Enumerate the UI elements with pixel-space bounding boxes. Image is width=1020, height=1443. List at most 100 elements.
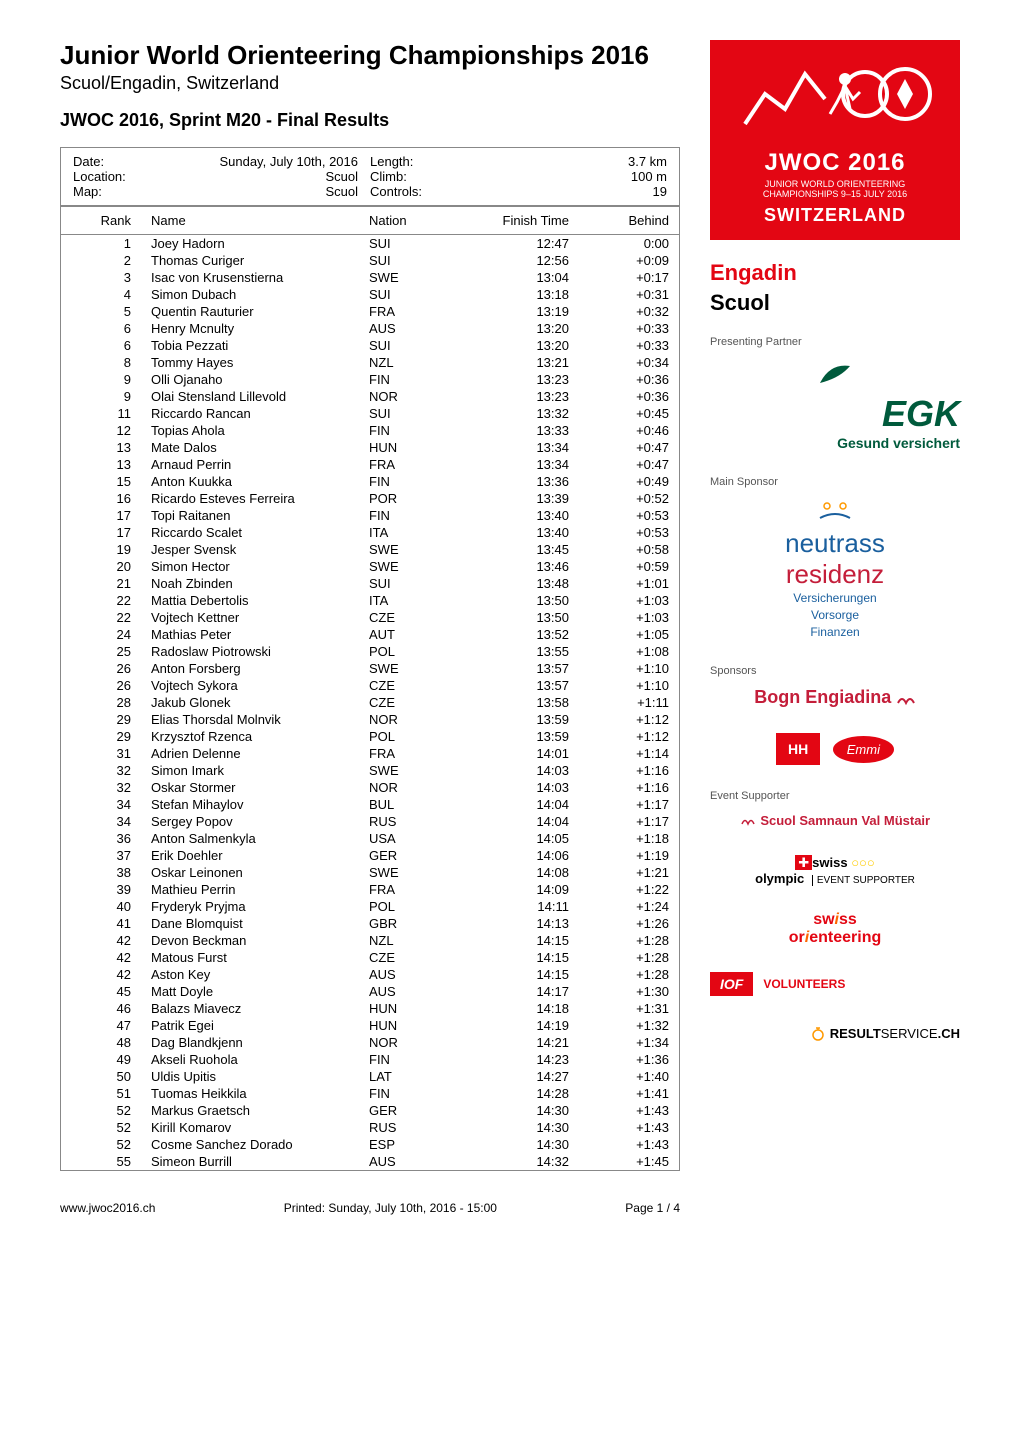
cell-finish: 14:03: [459, 762, 579, 779]
cell-name: Riccardo Scalet: [141, 524, 359, 541]
engadin-text: Engadin: [710, 260, 960, 286]
swiss-olympic-event: EVENT SUPPORTER: [812, 875, 915, 886]
cell-name: Simeon Burrill: [141, 1153, 359, 1171]
event-title: JWOC 2016, Sprint M20 - Final Results: [60, 110, 680, 131]
cell-name: Joey Hadorn: [141, 235, 359, 253]
cell-behind: +0:32: [579, 303, 680, 320]
cell-name: Matt Doyle: [141, 983, 359, 1000]
jwoc-year: JWOC 2016: [724, 149, 946, 177]
cell-name: Topias Ahola: [141, 422, 359, 439]
cell-nation: ITA: [359, 592, 459, 609]
length-label: Length:: [370, 154, 440, 169]
cell-finish: 13:40: [459, 507, 579, 524]
footer: www.jwoc2016.ch Printed: Sunday, July 10…: [60, 1201, 680, 1215]
table-row: 25 Radoslaw Piotrowski POL 13:55 +1:08: [61, 643, 680, 660]
cell-finish: 14:09: [459, 881, 579, 898]
rs-ch: .CH: [938, 1026, 960, 1041]
cell-behind: +1:40: [579, 1068, 680, 1085]
cell-nation: ITA: [359, 524, 459, 541]
table-row: 1 Joey Hadorn SUI 12:47 0:00: [61, 235, 680, 253]
cell-nation: FRA: [359, 303, 459, 320]
col-name: Name: [141, 207, 359, 235]
cell-finish: 13:48: [459, 575, 579, 592]
cell-finish: 13:34: [459, 439, 579, 456]
cell-behind: +1:28: [579, 932, 680, 949]
cell-nation: SUI: [359, 575, 459, 592]
cell-behind: +1:21: [579, 864, 680, 881]
cell-name: Markus Graetsch: [141, 1102, 359, 1119]
location-value: Scuol: [153, 169, 370, 184]
cell-nation: AUS: [359, 966, 459, 983]
table-row: 2 Thomas Curiger SUI 12:56 +0:09: [61, 252, 680, 269]
cell-behind: +0:33: [579, 320, 680, 337]
cell-name: Quentin Rauturier: [141, 303, 359, 320]
cell-finish: 14:30: [459, 1102, 579, 1119]
cell-nation: AUS: [359, 1153, 459, 1171]
cell-finish: 13:34: [459, 456, 579, 473]
scuol-samnaun-block: Scuol Samnaun Val Müstair: [710, 812, 960, 830]
cell-nation: SUI: [359, 235, 459, 253]
cell-behind: +0:46: [579, 422, 680, 439]
cell-finish: 14:08: [459, 864, 579, 881]
table-row: 15 Anton Kuukka FIN 13:36 +0:49: [61, 473, 680, 490]
footer-url: www.jwoc2016.ch: [60, 1201, 155, 1215]
table-row: 8 Tommy Hayes NZL 13:21 +0:34: [61, 354, 680, 371]
cell-finish: 13:19: [459, 303, 579, 320]
cell-nation: HUN: [359, 1017, 459, 1034]
table-row: 36 Anton Salmenkyla USA 14:05 +1:18: [61, 830, 680, 847]
cell-name: Uldis Upitis: [141, 1068, 359, 1085]
cell-name: Devon Beckman: [141, 932, 359, 949]
cell-behind: +1:43: [579, 1102, 680, 1119]
cell-behind: +1:30: [579, 983, 680, 1000]
cell-name: Tommy Hayes: [141, 354, 359, 371]
cell-finish: 14:15: [459, 949, 579, 966]
cell-finish: 13:50: [459, 592, 579, 609]
residenz-logo: residenz: [710, 559, 960, 590]
iof-vol-block: IOF VOLUNTEERS: [710, 972, 960, 996]
cell-behind: +1:11: [579, 694, 680, 711]
cell-finish: 14:03: [459, 779, 579, 796]
cell-behind: +0:09: [579, 252, 680, 269]
cell-behind: +0:49: [579, 473, 680, 490]
cell-finish: 14:01: [459, 745, 579, 762]
cell-finish: 14:04: [459, 813, 579, 830]
cell-name: Patrik Egei: [141, 1017, 359, 1034]
table-row: 37 Erik Doehler GER 14:06 +1:19: [61, 847, 680, 864]
cell-nation: FIN: [359, 507, 459, 524]
table-row: 32 Simon Imark SWE 14:03 +1:16: [61, 762, 680, 779]
cell-behind: +1:24: [579, 898, 680, 915]
cell-rank: 5: [61, 303, 142, 320]
table-row: 12 Topias Ahola FIN 13:33 +0:46: [61, 422, 680, 439]
cell-finish: 14:15: [459, 966, 579, 983]
cell-nation: FIN: [359, 371, 459, 388]
cell-behind: +0:33: [579, 337, 680, 354]
so-ss: ss: [839, 911, 857, 928]
event-supporter-label: Event Supporter: [710, 790, 960, 802]
cell-finish: 14:18: [459, 1000, 579, 1017]
cell-rank: 34: [61, 813, 142, 830]
cell-rank: 31: [61, 745, 142, 762]
cell-finish: 13:33: [459, 422, 579, 439]
table-row: 47 Patrik Egei HUN 14:19 +1:32: [61, 1017, 680, 1034]
cell-finish: 14:13: [459, 915, 579, 932]
cell-nation: FIN: [359, 422, 459, 439]
cell-behind: +1:03: [579, 592, 680, 609]
scuol-icon: [740, 814, 756, 828]
cell-name: Jesper Svensk: [141, 541, 359, 558]
table-row: 9 Olai Stensland Lillevold NOR 13:23 +0:…: [61, 388, 680, 405]
results-table: Rank Name Nation Finish Time Behind 1 Jo…: [60, 206, 680, 1171]
cell-rank: 52: [61, 1102, 142, 1119]
footer-page: Page 1 / 4: [625, 1201, 680, 1215]
cell-nation: HUN: [359, 1000, 459, 1017]
cell-rank: 32: [61, 779, 142, 796]
swiss-olympic-block: ✚swiss ○○○ olympic EVENT SUPPORTER: [710, 855, 960, 886]
cell-nation: SWE: [359, 541, 459, 558]
meta-box: Date: Sunday, July 10th, 2016 Length: 3.…: [60, 147, 680, 206]
cell-name: Mate Dalos: [141, 439, 359, 456]
so-enteering: enteering: [809, 929, 881, 946]
cell-behind: +1:32: [579, 1017, 680, 1034]
table-row: 52 Markus Graetsch GER 14:30 +1:43: [61, 1102, 680, 1119]
neutrass-sub3: Finanzen: [710, 624, 960, 641]
cell-behind: +0:47: [579, 439, 680, 456]
table-row: 41 Dane Blomquist GBR 14:13 +1:26: [61, 915, 680, 932]
